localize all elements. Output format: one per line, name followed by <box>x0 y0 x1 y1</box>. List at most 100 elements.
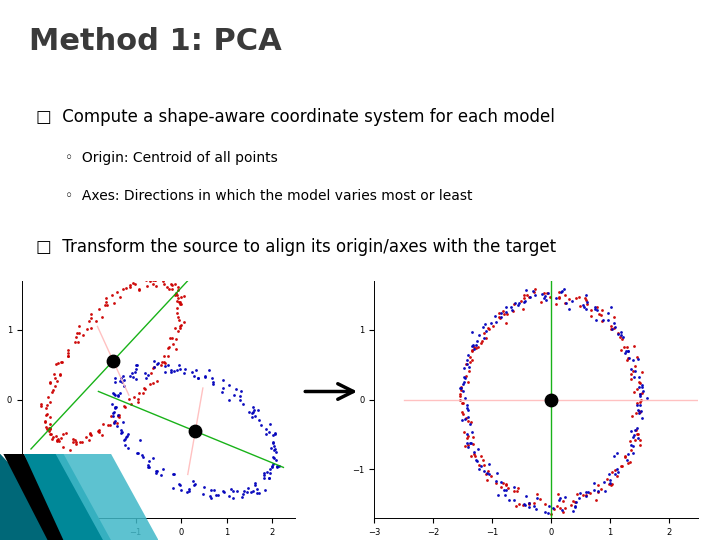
Point <box>44 397 55 406</box>
Point <box>456 387 468 395</box>
Point <box>625 427 636 435</box>
Point <box>230 385 242 394</box>
Point <box>573 293 585 301</box>
Point <box>143 461 154 470</box>
Point <box>167 483 179 492</box>
Point <box>175 485 186 494</box>
Point <box>615 462 626 470</box>
Point <box>264 474 275 482</box>
Point <box>140 385 151 394</box>
Point <box>73 329 84 338</box>
Point <box>136 450 148 459</box>
Point <box>620 346 631 355</box>
Point <box>634 382 645 391</box>
Point <box>189 480 201 489</box>
Point <box>132 448 143 457</box>
Point <box>518 500 530 509</box>
Point <box>54 371 66 380</box>
Point <box>67 435 78 443</box>
Point <box>43 427 55 436</box>
Point <box>112 411 124 420</box>
Point <box>140 275 152 284</box>
Point <box>518 298 530 306</box>
Point <box>77 330 89 339</box>
Point <box>491 469 503 477</box>
Point <box>636 414 647 423</box>
Point <box>130 375 141 383</box>
Point <box>125 372 136 380</box>
Point <box>629 436 641 444</box>
Point <box>495 313 507 321</box>
Point <box>616 461 628 470</box>
Point <box>166 333 178 342</box>
Point <box>69 436 81 444</box>
Point <box>611 449 622 457</box>
Point <box>108 299 120 307</box>
Point <box>133 274 145 283</box>
Point <box>634 397 646 406</box>
Point <box>458 363 469 372</box>
Polygon shape <box>24 454 111 540</box>
Point <box>223 396 235 404</box>
Point <box>261 425 272 434</box>
Point <box>156 361 167 369</box>
Point <box>542 508 554 517</box>
Point <box>597 315 608 324</box>
Point <box>150 469 162 477</box>
Point <box>606 480 617 489</box>
Point <box>149 276 161 285</box>
Point <box>635 390 647 399</box>
Point <box>474 464 485 473</box>
Point <box>169 324 181 333</box>
Point <box>456 408 467 416</box>
Point <box>42 393 53 401</box>
Point <box>627 356 639 364</box>
Point <box>55 434 67 442</box>
Point <box>172 282 184 291</box>
Point <box>70 440 81 448</box>
Point <box>466 355 477 364</box>
Point <box>626 375 637 383</box>
Point <box>460 372 472 380</box>
Point <box>132 449 144 457</box>
Point <box>175 300 186 308</box>
Point <box>187 476 199 485</box>
Point <box>529 291 541 299</box>
Point <box>171 291 182 299</box>
Point <box>86 324 97 333</box>
Point <box>559 291 571 299</box>
Point <box>608 319 620 327</box>
Point <box>117 417 129 426</box>
Point <box>517 305 528 313</box>
Point <box>466 346 477 354</box>
Point <box>148 362 160 371</box>
Point <box>174 316 185 325</box>
Point <box>217 375 229 384</box>
Point <box>467 347 478 355</box>
Point <box>632 430 644 438</box>
Point <box>554 504 566 513</box>
Point <box>591 306 603 315</box>
Point <box>46 435 58 444</box>
Point <box>620 451 631 460</box>
Point <box>223 380 235 389</box>
Point <box>628 342 639 351</box>
Point <box>102 421 114 430</box>
Point <box>142 370 153 379</box>
Point <box>508 483 519 492</box>
Point <box>100 294 112 302</box>
Point <box>462 401 473 410</box>
Point <box>559 299 571 307</box>
Point <box>186 367 197 376</box>
Point <box>616 345 627 354</box>
Point <box>126 368 138 377</box>
Point <box>156 358 168 367</box>
Point <box>212 491 224 500</box>
Point <box>241 488 253 497</box>
Point <box>623 458 634 467</box>
Point <box>100 298 112 307</box>
Point <box>174 298 185 306</box>
Point <box>606 480 618 488</box>
Point <box>574 489 585 498</box>
Point <box>171 366 183 374</box>
